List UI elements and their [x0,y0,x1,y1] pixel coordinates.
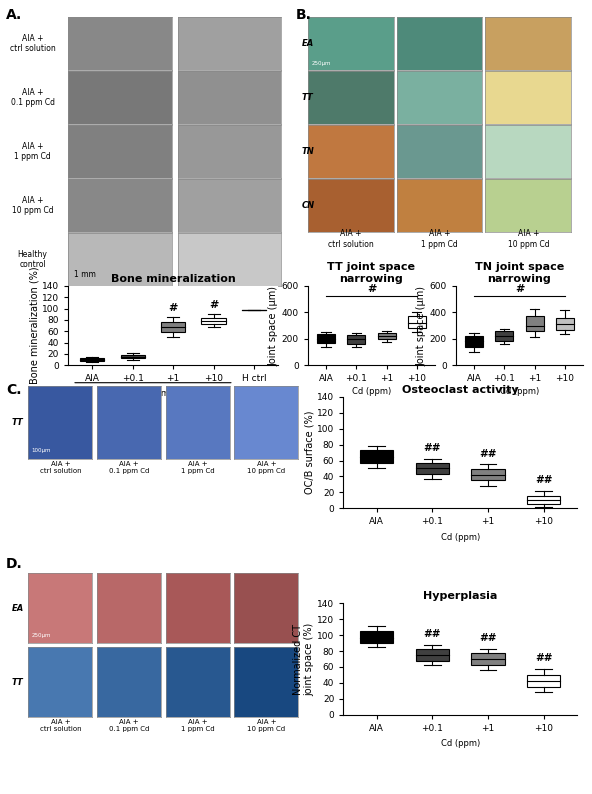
Bar [416,463,449,474]
Bar [556,318,574,330]
Text: ##: ## [535,653,552,663]
Text: AIA +
1 ppm Cd: AIA + 1 ppm Cd [181,719,214,732]
Text: AIA +
ctrl solution: AIA + ctrl solution [40,719,81,732]
Text: AIA +
ctrl solution: AIA + ctrl solution [9,34,56,53]
Text: Cd (ppm): Cd (ppm) [352,387,391,396]
Text: ##: ## [535,475,552,485]
Title: Bone mineralization: Bone mineralization [111,274,236,283]
Title: Hyperplasia: Hyperplasia [423,592,497,601]
Text: ##: ## [424,629,441,639]
Bar [360,450,394,463]
Bar [360,631,394,643]
Text: Cd (ppm): Cd (ppm) [500,387,539,396]
Bar [527,496,561,504]
Text: 250μm: 250μm [31,633,51,638]
Text: Healthy
control: Healthy control [18,250,47,269]
Text: Cd (ppm): Cd (ppm) [133,389,173,398]
Y-axis label: OC/B surface (%): OC/B surface (%) [304,410,314,495]
Text: Cd (ppm): Cd (ppm) [440,739,480,748]
Bar [348,335,365,344]
Title: TT joint space
narrowing: TT joint space narrowing [327,262,416,283]
Bar [378,333,395,340]
Text: 100μm: 100μm [31,448,51,453]
Y-axis label: Bone mineralization (%): Bone mineralization (%) [29,267,39,384]
Text: AIA +
0.1 ppm Cd: AIA + 0.1 ppm Cd [109,719,149,732]
Text: AIA +
10 ppm Cd: AIA + 10 ppm Cd [247,719,285,732]
Text: #: # [367,284,376,294]
Text: EA: EA [302,39,314,48]
Bar [465,336,483,347]
Y-axis label: Joint space (μm): Joint space (μm) [269,286,279,365]
Title: Osteoclast activity: Osteoclast activity [402,385,519,395]
Text: CN: CN [302,201,315,210]
Bar [317,334,335,343]
Title: TN joint space
narrowing: TN joint space narrowing [475,262,564,283]
Text: AIA +
0.1 ppm Cd: AIA + 0.1 ppm Cd [11,88,54,107]
Bar [121,355,145,358]
Text: C.: C. [6,383,21,397]
Bar [201,318,226,325]
Bar [496,332,513,341]
Text: AIA +
1 ppm Cd: AIA + 1 ppm Cd [421,229,458,249]
Text: B.: B. [296,8,312,22]
Text: AIA +
ctrl solution: AIA + ctrl solution [328,229,374,249]
Text: ##: ## [480,449,497,459]
Text: Cd (ppm): Cd (ppm) [440,533,480,542]
Text: TT: TT [12,677,24,687]
Text: AIA +
10 ppm Cd: AIA + 10 ppm Cd [247,461,285,473]
Text: TN: TN [302,147,315,156]
Text: #: # [209,300,218,310]
Text: AIA +
0.1 ppm Cd: AIA + 0.1 ppm Cd [109,461,149,473]
Y-axis label: Normalized CT
joint space (%): Normalized CT joint space (%) [292,622,314,696]
Text: TT: TT [12,418,24,427]
Bar [161,322,185,333]
Y-axis label: Joint space (μm): Joint space (μm) [417,286,427,365]
Text: ##: ## [424,443,441,453]
Text: AIA +
10 ppm Cd: AIA + 10 ppm Cd [12,196,53,215]
Bar [526,316,543,332]
Bar [471,653,505,665]
Text: TT: TT [302,93,314,102]
Bar [527,675,561,687]
Text: AIA +
10 ppm Cd: AIA + 10 ppm Cd [507,229,549,249]
Bar [416,649,449,661]
Bar [471,469,505,480]
Text: AIA +
1 ppm Cd: AIA + 1 ppm Cd [14,142,51,161]
Text: D.: D. [6,557,22,572]
Text: 1 mm: 1 mm [74,271,96,279]
Text: ##: ## [480,633,497,643]
Text: #: # [169,303,178,313]
Bar [80,358,104,361]
Text: AIA +
ctrl solution: AIA + ctrl solution [40,461,81,473]
Text: A.: A. [6,8,22,22]
Bar [408,316,426,328]
Text: AIA +
1 ppm Cd: AIA + 1 ppm Cd [181,461,214,473]
Text: 250μm: 250μm [312,60,332,66]
Text: EA: EA [12,603,24,613]
Text: #: # [515,284,524,294]
